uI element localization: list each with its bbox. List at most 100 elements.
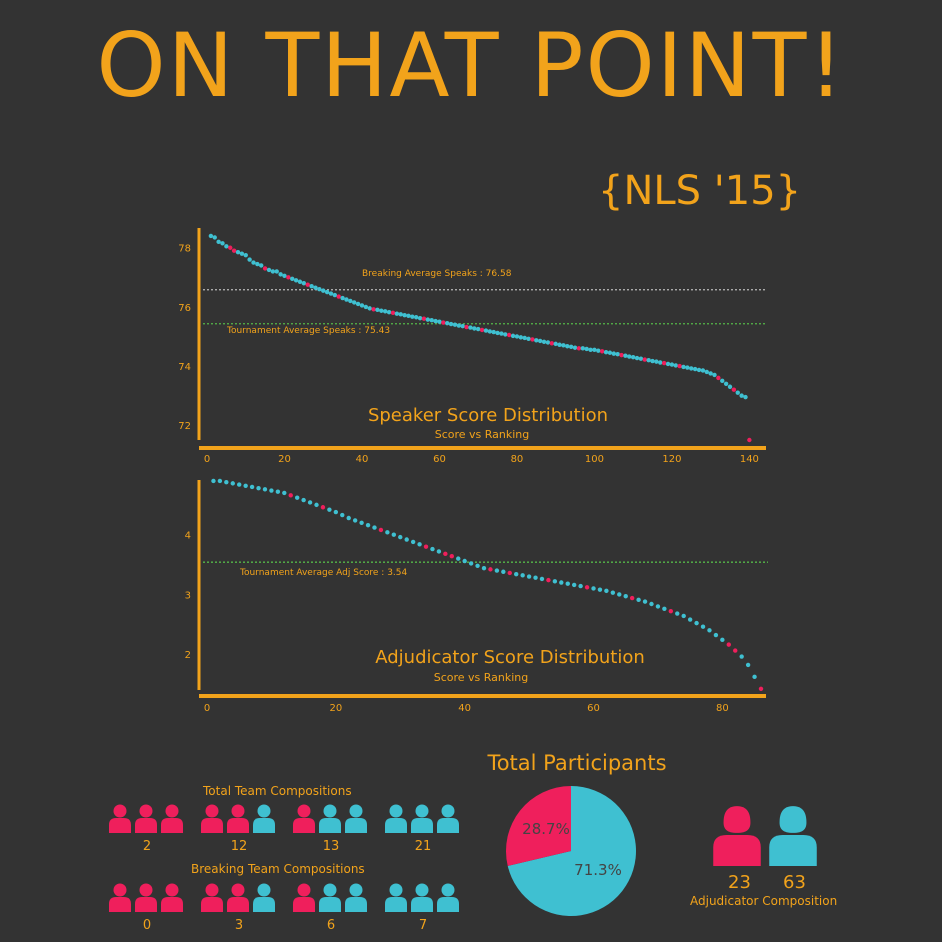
adjudicator-icons	[712, 804, 818, 870]
speaker-point	[634, 355, 640, 361]
speaker-point	[743, 394, 748, 400]
adj-point	[629, 595, 635, 601]
adj-point	[713, 632, 719, 638]
speaker-point	[286, 275, 291, 280]
female-person-icon	[108, 882, 132, 916]
adj-point	[423, 544, 429, 549]
speaker-point	[530, 337, 535, 342]
adj-point	[675, 611, 680, 616]
team-composition-count: 2	[142, 839, 152, 854]
adj-point	[404, 537, 409, 542]
adj-ref-line-label: Tournament Average Adj Score : 3.54	[239, 568, 408, 578]
speaker-point	[630, 354, 636, 360]
speaker-point	[495, 330, 500, 336]
speaker-y-tick: 76	[178, 303, 191, 314]
adj-point	[275, 489, 281, 494]
adj-point	[417, 542, 422, 547]
female-person-icon	[160, 882, 184, 916]
male-person-icon	[410, 803, 434, 837]
adj-x-tick: 40	[458, 703, 471, 714]
adj-point	[604, 588, 609, 594]
adj-point	[636, 597, 641, 603]
adj-point	[333, 509, 339, 515]
adj-point	[700, 624, 706, 629]
speaker-point	[654, 359, 659, 364]
male-adjudicator-count: 63	[783, 872, 806, 893]
speaker-point	[274, 269, 279, 274]
speaker-point	[313, 285, 318, 290]
adj-point	[269, 488, 274, 493]
speaker-point	[336, 294, 341, 299]
adjudicator-score-chart: Adjudicator Score Distribution Score vs …	[185, 478, 768, 714]
female-adjudicator-icon	[712, 804, 762, 870]
speaker-point	[712, 372, 717, 378]
adj-point	[211, 478, 216, 484]
adj-point	[758, 686, 764, 692]
speaker-point	[522, 335, 527, 341]
speaker-point	[363, 304, 369, 310]
speaker-point	[491, 329, 496, 335]
speaker-point	[212, 235, 217, 240]
speaker-point	[231, 248, 237, 253]
speaker-point	[340, 295, 345, 301]
adj-point	[539, 576, 545, 582]
speaker-point	[208, 233, 214, 239]
female-person-icon	[134, 803, 158, 837]
male-adjudicator-icon	[768, 804, 818, 870]
speaker-point	[661, 360, 667, 366]
speaker-point	[429, 318, 434, 323]
adj-chart-title: Adjudicator Score Distribution	[375, 647, 645, 668]
speaker-x-tick: 40	[356, 454, 369, 465]
speaker-point	[537, 338, 543, 344]
speaker-point	[352, 300, 357, 305]
adj-point	[610, 590, 616, 595]
team-composition-group: 13	[292, 803, 368, 854]
speaker-point	[371, 307, 376, 312]
speaker-point	[615, 352, 620, 357]
speaker-point	[359, 303, 365, 308]
speaker-point	[518, 335, 524, 340]
speaker-point	[499, 331, 504, 336]
breaking-composition-count: 7	[418, 918, 428, 933]
speaker-point	[282, 273, 287, 279]
speaker-point	[344, 297, 349, 302]
adj-y-tick: 4	[185, 531, 191, 542]
speaker-chart-title: Speaker Score Distribution	[368, 405, 608, 426]
speaker-score-chart: Speaker Score Distribution Score vs Rank…	[178, 228, 766, 465]
speaker-x-tick: 0	[204, 454, 210, 465]
speaker-point	[433, 318, 438, 324]
speaker-point	[549, 341, 554, 346]
adj-point	[642, 599, 648, 604]
adj-point	[655, 604, 661, 609]
speaker-point	[259, 263, 264, 268]
speaker-point	[646, 357, 651, 363]
speaker-point	[592, 347, 597, 352]
speaker-point	[398, 312, 403, 317]
speaker-point	[394, 311, 400, 316]
speaker-point	[638, 356, 644, 361]
speaker-point	[716, 375, 721, 381]
speaker-point	[689, 366, 694, 371]
speaker-point	[677, 363, 682, 369]
adj-point	[559, 580, 564, 585]
adj-y-tick: 3	[185, 590, 191, 601]
speaker-point	[731, 387, 737, 392]
male-person-icon	[252, 803, 276, 837]
speaker-point	[297, 279, 303, 284]
adj-x-tick: 60	[587, 703, 600, 714]
adj-point	[385, 530, 390, 535]
breaking-composition-group: 6	[292, 882, 368, 933]
adj-point	[687, 617, 693, 622]
adj-point	[752, 674, 757, 680]
speaker-point	[503, 332, 508, 337]
adj-point	[352, 518, 358, 523]
male-person-icon	[436, 803, 460, 837]
adj-point	[340, 512, 345, 518]
speaker-point	[565, 344, 570, 349]
pie-label-female: 28.7%	[522, 820, 570, 838]
adj-point	[617, 592, 622, 597]
speaker-point	[390, 310, 396, 316]
speaker-point	[468, 325, 473, 330]
speaker-point	[475, 326, 481, 332]
